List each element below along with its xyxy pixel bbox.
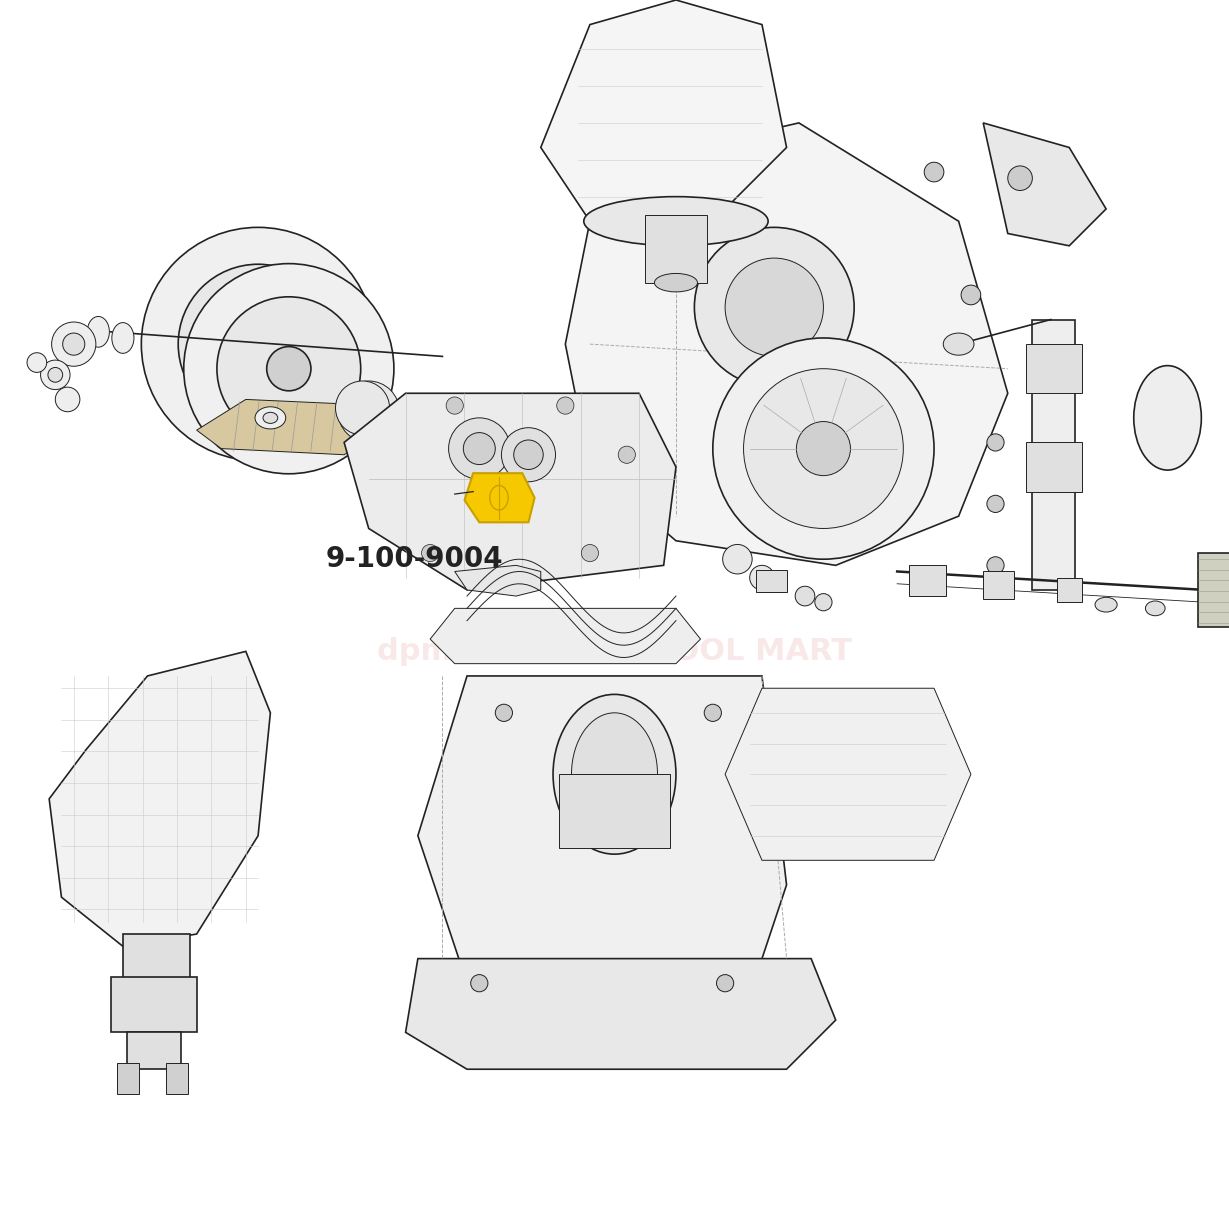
Circle shape [27,353,47,372]
Circle shape [815,594,832,611]
Circle shape [184,264,393,474]
Circle shape [141,227,375,461]
Circle shape [694,227,854,387]
Polygon shape [430,608,701,664]
Circle shape [463,433,495,465]
Ellipse shape [1095,597,1117,612]
Polygon shape [455,565,541,596]
Ellipse shape [584,197,768,246]
Circle shape [713,338,934,559]
Circle shape [618,446,635,463]
Circle shape [875,482,895,501]
Polygon shape [983,123,1106,246]
Circle shape [52,322,96,366]
Bar [1057,578,1082,602]
Circle shape [234,320,283,369]
Polygon shape [344,393,676,590]
Circle shape [961,285,981,305]
Bar [166,1063,188,1094]
Circle shape [446,397,463,414]
Ellipse shape [553,694,676,854]
Circle shape [723,544,752,574]
Bar [909,565,946,596]
Circle shape [501,428,556,482]
Polygon shape [197,399,393,455]
Circle shape [48,367,63,382]
Circle shape [338,381,399,442]
Circle shape [704,704,721,721]
Circle shape [750,565,774,590]
Circle shape [514,440,543,469]
Polygon shape [418,676,787,1057]
Circle shape [267,347,311,391]
Circle shape [725,258,823,356]
Circle shape [471,975,488,992]
Text: dpm DISCOUNT POOL MART: dpm DISCOUNT POOL MART [377,637,852,666]
Circle shape [987,557,1004,574]
Polygon shape [49,651,270,946]
Bar [756,570,787,592]
Circle shape [178,264,338,424]
Ellipse shape [654,274,698,291]
Polygon shape [725,688,971,860]
Ellipse shape [1133,366,1201,469]
Circle shape [422,544,439,562]
Circle shape [63,333,85,355]
Bar [127,1032,181,1069]
Circle shape [987,495,1004,512]
Ellipse shape [944,333,973,355]
Circle shape [495,704,512,721]
Polygon shape [406,959,836,1069]
Circle shape [1008,166,1032,190]
Bar [123,934,190,983]
Text: 9-100-9004: 9-100-9004 [326,546,504,573]
Bar [983,571,1014,599]
Polygon shape [541,0,787,221]
Circle shape [336,381,390,435]
Ellipse shape [256,407,285,429]
Circle shape [41,360,70,390]
Bar [111,977,197,1032]
Ellipse shape [489,485,509,510]
Circle shape [353,402,397,446]
Circle shape [796,422,850,476]
Circle shape [744,369,903,528]
Circle shape [216,297,361,441]
Circle shape [717,975,734,992]
Circle shape [557,397,574,414]
Circle shape [987,434,1004,451]
Bar [1198,553,1229,627]
Ellipse shape [87,317,109,347]
Bar [1032,320,1075,590]
Circle shape [581,544,599,562]
Bar [1026,344,1082,393]
Ellipse shape [112,323,134,354]
Ellipse shape [571,713,658,836]
Ellipse shape [1145,601,1165,616]
Bar [559,774,670,848]
Bar [117,1063,139,1094]
Ellipse shape [263,413,278,423]
Circle shape [924,162,944,182]
Circle shape [449,418,510,479]
Bar [1026,442,1082,492]
Polygon shape [565,123,1008,565]
Circle shape [55,387,80,412]
Polygon shape [465,473,535,522]
Bar [645,215,707,283]
Circle shape [795,586,815,606]
